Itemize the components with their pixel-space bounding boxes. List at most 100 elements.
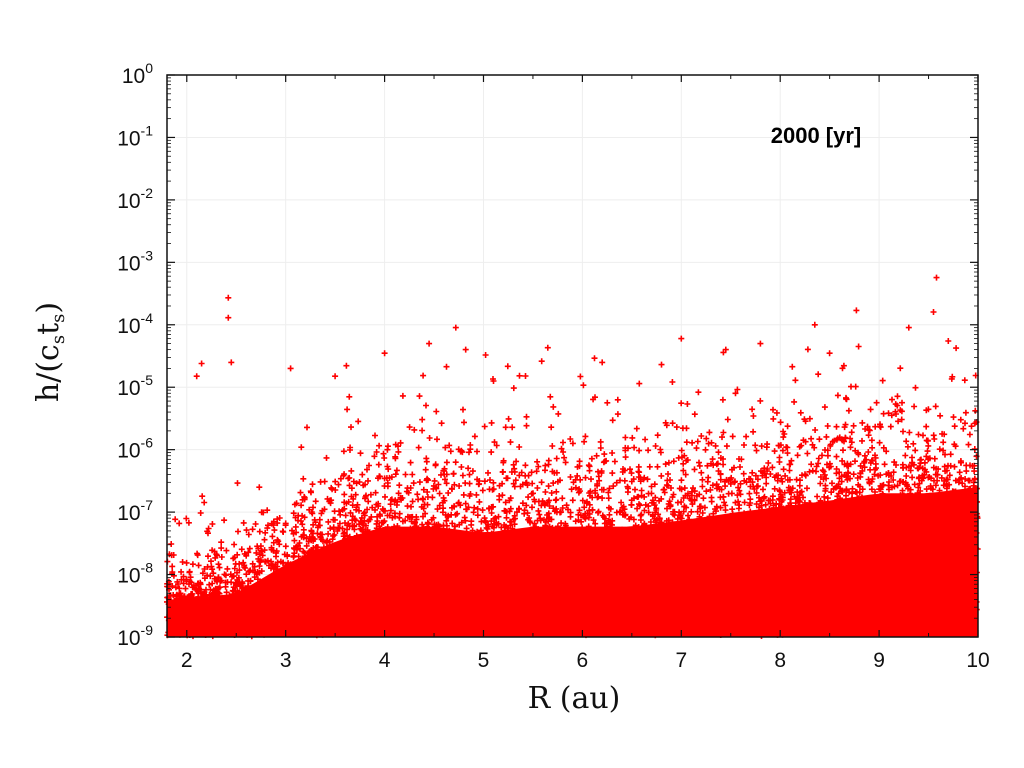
data-point [656, 515, 663, 522]
data-point [534, 458, 541, 465]
data-point [325, 544, 332, 551]
data-point [659, 528, 666, 534]
data-point [673, 424, 680, 431]
data-point [525, 494, 532, 501]
data-point [757, 397, 764, 404]
data-point [653, 587, 660, 594]
data-point [384, 524, 391, 530]
data-point [510, 480, 517, 487]
data-point [818, 525, 825, 532]
data-point [857, 470, 864, 477]
data-point [929, 486, 936, 493]
data-point [509, 543, 515, 550]
data-point [490, 545, 497, 552]
data-point [340, 549, 347, 555]
data-point [678, 477, 685, 484]
data-point [826, 565, 833, 572]
data-point [798, 589, 805, 595]
data-point [332, 478, 339, 485]
data-point [857, 462, 864, 469]
data-point [821, 613, 828, 620]
data-point [576, 488, 583, 495]
data-point [442, 444, 449, 451]
data-point [786, 476, 793, 483]
data-point [779, 565, 786, 572]
data-point [622, 454, 629, 461]
data-point [843, 492, 849, 499]
data-point [951, 463, 958, 470]
data-point [745, 538, 752, 545]
data-point [817, 480, 824, 487]
data-point [805, 618, 812, 625]
data-point [841, 547, 848, 554]
data-point [837, 485, 844, 492]
data-point [555, 410, 562, 417]
data-point [469, 527, 476, 534]
data-point [807, 576, 814, 583]
data-point [172, 584, 179, 591]
data-point [628, 614, 635, 621]
data-point [627, 618, 634, 625]
data-point [625, 561, 632, 568]
data-point [946, 502, 952, 509]
data-point [253, 549, 260, 556]
data-point [548, 572, 555, 579]
data-point [856, 510, 863, 517]
data-point [830, 486, 837, 492]
data-point [903, 473, 910, 479]
data-point [511, 629, 518, 636]
data-point [182, 601, 189, 608]
data-point [898, 416, 905, 423]
data-point [750, 413, 757, 419]
data-point [693, 574, 700, 581]
data-point [887, 423, 894, 430]
data-point [715, 449, 722, 456]
data-point [578, 540, 585, 547]
data-point [782, 559, 788, 566]
data-point [612, 552, 619, 559]
data-point [550, 546, 557, 553]
data-point [970, 508, 977, 515]
data-point [210, 570, 217, 577]
data-point [346, 482, 353, 489]
data-point [848, 542, 855, 548]
data-point [729, 433, 736, 440]
data-point [452, 536, 459, 543]
data-point [789, 566, 796, 573]
data-point [900, 548, 906, 555]
data-point [276, 541, 283, 548]
data-point [450, 563, 457, 570]
data-point [720, 461, 727, 468]
data-point [945, 567, 952, 574]
data-point [704, 478, 711, 485]
data-point [382, 563, 388, 570]
data-point [468, 580, 475, 587]
data-point [873, 566, 880, 573]
data-point [482, 352, 489, 358]
data-point [443, 363, 450, 370]
data-point [730, 526, 736, 533]
data-point [827, 500, 833, 507]
data-point [408, 566, 414, 573]
data-point [664, 567, 671, 574]
data-point [469, 468, 476, 475]
data-point [183, 515, 190, 522]
data-point [597, 438, 604, 445]
data-point [892, 408, 899, 415]
data-point [264, 592, 271, 599]
data-point [914, 525, 921, 532]
data-point [809, 588, 816, 595]
data-point [308, 489, 314, 496]
data-point [414, 531, 421, 538]
data-point [638, 492, 645, 499]
data-point [253, 602, 260, 608]
data-point [275, 538, 282, 545]
data-point [459, 561, 466, 568]
data-point [780, 466, 787, 473]
data-point [478, 530, 485, 537]
data-point [592, 621, 599, 628]
data-point [852, 458, 858, 465]
data-point [408, 604, 415, 611]
data-point [409, 498, 416, 505]
data-point [670, 559, 676, 566]
